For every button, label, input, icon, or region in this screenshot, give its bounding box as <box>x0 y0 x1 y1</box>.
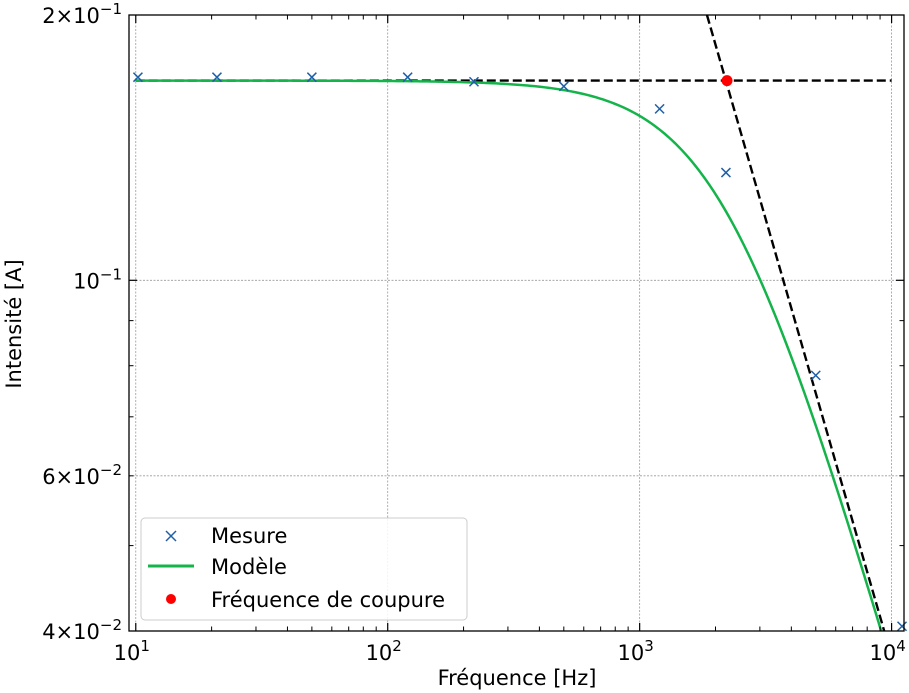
asymptote-slope <box>705 15 886 631</box>
x-tick-label: 104 <box>869 637 905 665</box>
x-tick-labels: 101 102 103 104 <box>114 637 906 665</box>
plot-area <box>135 15 892 631</box>
measurement-point <box>211 72 222 83</box>
legend-box <box>140 517 468 621</box>
y-tick-label: 4×10−2 <box>42 616 122 644</box>
y-tick-label: 2×10−1 <box>42 0 122 28</box>
legend-label-frequence-coupure: Fréquence de coupure <box>211 588 445 612</box>
measurement-point <box>810 370 821 381</box>
measurement-point <box>132 72 143 83</box>
legend-entry-modele: Modèle <box>148 555 287 579</box>
x-tick-label: 102 <box>366 637 402 665</box>
minor-ticks <box>129 15 904 631</box>
x-tick-label: 103 <box>618 637 654 665</box>
legend-label-mesure: Mesure <box>211 524 287 548</box>
measurement-point <box>306 72 317 83</box>
measurement-point <box>402 72 413 83</box>
major-ticks <box>129 14 904 632</box>
model-curve <box>135 79 883 631</box>
measurement-point <box>558 81 569 92</box>
measurement-point <box>654 103 665 114</box>
legend-marker-dot <box>166 594 176 604</box>
legend: Mesure Modèle Fréquence de coupure <box>140 517 468 621</box>
y-axis-title: Intensité [A] <box>2 259 26 388</box>
x-tick-label: 101 <box>114 637 150 665</box>
cutoff-frequency-point <box>721 75 733 87</box>
legend-entry-mesure: Mesure <box>165 524 287 548</box>
x-axis-title: Fréquence [Hz] <box>438 666 597 690</box>
legend-marker-x <box>165 530 177 542</box>
measurement-point <box>896 621 908 632</box>
legend-entry-frequence-coupure: Fréquence de coupure <box>166 588 445 612</box>
y-tick-label: 10−1 <box>73 265 122 293</box>
grid <box>129 15 904 631</box>
measurement-point <box>720 167 731 178</box>
plot-frame <box>128 14 905 632</box>
y-tick-label: 6×10−2 <box>42 461 122 489</box>
legend-label-modele: Modèle <box>211 555 287 579</box>
measurement-point <box>468 76 480 87</box>
y-tick-labels: 2×10−1 10−1 6×10−2 4×10−2 <box>42 0 122 644</box>
